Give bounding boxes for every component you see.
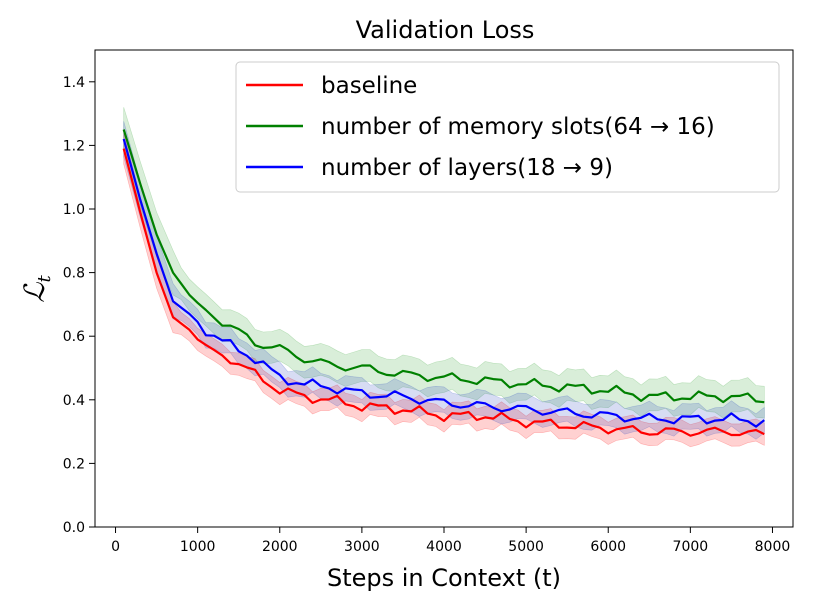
y-tick-label: 1.4 (63, 75, 85, 91)
band-series-3 (123, 121, 765, 440)
x-tick-label: 8000 (755, 539, 791, 555)
legend-label-3: number of layers(18 → 9) (321, 155, 613, 181)
band-series-1 (123, 132, 765, 448)
line-series-1 (122, 148, 765, 437)
legend-box (235, 61, 780, 193)
x-axis-title: Steps in Context (t) (327, 564, 561, 592)
y-axis-ticks: 0.0 0.2 0.4 0.6 0.8 1.0 1.2 1.4 (63, 75, 95, 536)
x-axis-ticks: 0 1000 2000 3000 4000 5000 6000 7000 8000 (111, 527, 790, 555)
x-tick-label: 2000 (262, 539, 298, 555)
x-tick-label: 7000 (673, 539, 709, 555)
svg-text:ℒt: ℒt (18, 275, 55, 303)
y-tick-label: 0.4 (63, 393, 85, 409)
legend-label-2: number of memory slots(64 → 16) (321, 114, 715, 140)
y-axis-title-symbol: ℒ (18, 282, 51, 303)
y-axis-title-subscript: t (34, 275, 55, 283)
plot-area (122, 107, 765, 448)
y-tick-label: 0.6 (63, 329, 85, 345)
y-tick-label: 0.0 (63, 520, 85, 536)
legend-label-1: baseline (321, 73, 417, 99)
confidence-bands (123, 107, 765, 448)
chart-title: Validation Loss (356, 16, 535, 44)
y-axis-title: ℒt (18, 275, 55, 303)
y-tick-label: 0.2 (63, 456, 85, 472)
x-tick-label: 0 (111, 539, 120, 555)
y-tick-label: 1.0 (63, 202, 85, 218)
x-tick-label: 5000 (508, 539, 544, 555)
y-tick-label: 0.8 (63, 266, 85, 282)
legend: baseline number of memory slots(64 → 16) n… (235, 61, 780, 193)
line-series-3 (122, 138, 765, 428)
x-tick-label: 1000 (180, 539, 216, 555)
y-tick-label: 1.2 (63, 138, 85, 154)
band-series-2 (123, 107, 765, 419)
x-tick-label: 4000 (426, 539, 462, 555)
x-tick-label: 3000 (344, 539, 380, 555)
line-series-2 (122, 129, 765, 404)
series-lines (122, 129, 765, 437)
x-tick-label: 6000 (590, 539, 626, 555)
